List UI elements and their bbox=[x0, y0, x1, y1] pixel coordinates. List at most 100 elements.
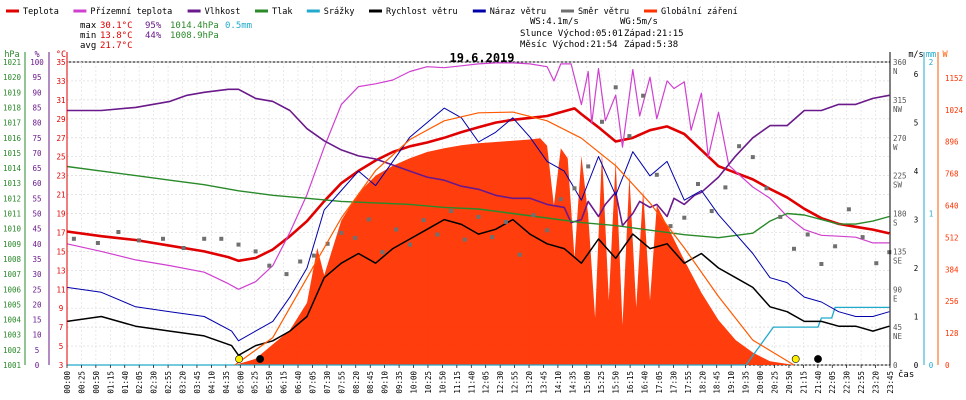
dir-tick-compass: SE bbox=[893, 256, 903, 265]
series-lines bbox=[66, 62, 892, 366]
hpa-tick-label: 1004 bbox=[3, 316, 22, 325]
degc-tick-label: 7 bbox=[59, 323, 64, 332]
w-unit-label: W bbox=[942, 50, 948, 60]
mm-tick-label: 2 bbox=[929, 58, 934, 67]
hpa-tick-label: 1015 bbox=[3, 149, 21, 158]
legend-label: Náraz větru bbox=[490, 7, 546, 17]
hpa-tick-label: 1013 bbox=[3, 179, 21, 188]
wind-direction-point bbox=[833, 244, 838, 249]
info-moon-rise: Měsíc Východ:21:54 bbox=[520, 40, 618, 50]
wind-direction-point bbox=[394, 227, 399, 232]
hpa-tick-label: 1002 bbox=[3, 346, 21, 355]
info-sun-set: Západ:21:15 bbox=[624, 29, 684, 39]
x-tick-label: 23:45 bbox=[886, 371, 895, 394]
x-tick-label: 05:50 bbox=[265, 371, 274, 394]
dir-tick-compass: NW bbox=[893, 105, 903, 114]
ms-tick-label: 1 bbox=[914, 313, 919, 322]
w-tick-label: 0 bbox=[945, 361, 950, 370]
x-tick-label: 06:15 bbox=[280, 371, 289, 394]
mm-unit-label: mm bbox=[926, 50, 936, 60]
x-tick-label: 03:45 bbox=[193, 371, 202, 394]
hpa-tick-label: 1009 bbox=[3, 240, 21, 249]
x-tick-label: 19:35 bbox=[742, 371, 751, 394]
wind-direction-point bbox=[490, 235, 495, 240]
stat-max-rain: 0.5mm bbox=[225, 21, 252, 31]
radiation-area-fill bbox=[67, 138, 890, 365]
legend-label: Tlak bbox=[272, 7, 292, 17]
ms-tick-label: 6 bbox=[914, 70, 919, 79]
dir-tick-label: 360 bbox=[893, 58, 907, 67]
wind-direction-point bbox=[462, 237, 467, 242]
w-tick-label: 384 bbox=[945, 265, 959, 274]
dir-tick-compass: E bbox=[893, 294, 898, 303]
wind-direction-point bbox=[311, 253, 316, 258]
legend-label: Rychlost větru bbox=[386, 7, 458, 17]
w-tick-label: 128 bbox=[945, 329, 959, 338]
x-tick-label: 11:15 bbox=[453, 371, 462, 394]
x-tick-label: 13:45 bbox=[540, 371, 549, 394]
x-tick-label: 20:25 bbox=[771, 371, 780, 394]
wind-direction-point bbox=[668, 224, 673, 229]
dir-tick-label: 135 bbox=[893, 247, 907, 256]
wind-direction-point bbox=[819, 262, 824, 266]
hpa-tick-label: 1018 bbox=[3, 104, 22, 113]
x-tick-label: 22:55 bbox=[857, 371, 866, 394]
ms-tick-label: 5 bbox=[914, 119, 919, 128]
wind-direction-point bbox=[654, 172, 659, 177]
x-tick-label: 14:10 bbox=[554, 371, 563, 394]
pct-tick-label: 15 bbox=[32, 316, 41, 325]
x-tick-label: 11:40 bbox=[467, 371, 476, 394]
dir-tick-compass: NE bbox=[893, 332, 903, 341]
x-tick-label: 12:05 bbox=[482, 371, 491, 394]
degc-tick-label: 13 bbox=[56, 266, 65, 275]
pct-tick-label: 80 bbox=[32, 119, 42, 128]
series-teplota-line bbox=[66, 107, 890, 263]
pct-tick-label: 70 bbox=[32, 149, 42, 158]
hpa-tick-label: 1014 bbox=[3, 164, 22, 173]
pct-tick-label: 10 bbox=[32, 331, 42, 340]
wind-direction-point bbox=[161, 236, 165, 241]
x-tick-label: 17:05 bbox=[655, 371, 664, 394]
wind-direction-point bbox=[613, 85, 618, 90]
info-ws: WS:4.1m/s bbox=[530, 17, 579, 27]
wind-direction-point bbox=[874, 261, 879, 266]
hpa-tick-label: 1012 bbox=[3, 194, 21, 203]
dir-tick-label: 0 bbox=[893, 361, 898, 370]
pct-tick-label: 25 bbox=[32, 285, 41, 294]
hpa-tick-label: 1021 bbox=[3, 58, 21, 67]
pct-tick-label: 20 bbox=[32, 300, 42, 309]
legend-label: Směr větru bbox=[578, 7, 629, 17]
info-moon-set: Západ:5:38 bbox=[624, 40, 678, 50]
hpa-tick-label: 1010 bbox=[3, 225, 22, 234]
wind-direction-point bbox=[181, 246, 186, 250]
x-tick-label: 00:00 bbox=[63, 371, 72, 394]
degc-tick-label: 21 bbox=[56, 191, 65, 200]
x-axis-label: čas bbox=[898, 369, 914, 380]
hpa-tick-label: 1003 bbox=[3, 331, 21, 340]
x-tick-label: 21:15 bbox=[799, 371, 808, 394]
dir-tick-compass: SW bbox=[893, 181, 903, 190]
hpa-tick-label: 1001 bbox=[3, 361, 21, 370]
degc-tick-label: 27 bbox=[56, 134, 65, 143]
hpa-tick-label: 1016 bbox=[3, 134, 22, 143]
dir-tick-label: 270 bbox=[893, 134, 907, 143]
pct-tick-label: 40 bbox=[32, 240, 42, 249]
w-tick-label: 256 bbox=[945, 297, 959, 306]
stat-min-temp: 13.8°C bbox=[100, 31, 133, 41]
wind-direction-point bbox=[558, 197, 563, 202]
ms-tick-label: 0 bbox=[914, 361, 919, 370]
degc-tick-label: 25 bbox=[56, 153, 65, 162]
series-p-zemn-teplota-line bbox=[66, 62, 890, 290]
stat-min-hum: 44% bbox=[145, 31, 162, 41]
x-tick-label: 22:05 bbox=[828, 371, 837, 394]
degc-tick-label: 23 bbox=[56, 172, 65, 181]
degc-tick-label: 29 bbox=[56, 115, 65, 124]
wind-direction-point bbox=[805, 232, 810, 237]
wind-direction-point bbox=[353, 235, 358, 240]
x-tick-label: 10:00 bbox=[410, 371, 419, 394]
stat-avg-label: avg bbox=[80, 41, 96, 51]
dir-tick-compass: S bbox=[893, 219, 898, 228]
series-vlhkost-line bbox=[67, 88, 890, 227]
mm-tick-label: 1 bbox=[929, 210, 934, 219]
